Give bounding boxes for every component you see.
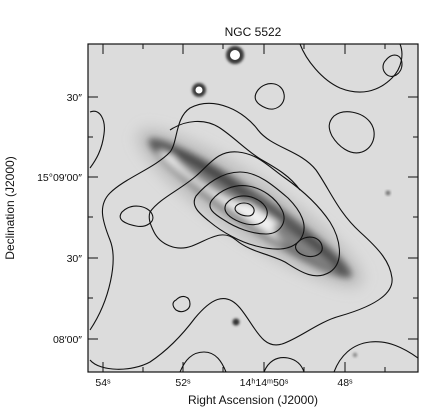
hi-contours [89,44,418,372]
foreground-star [352,352,358,358]
foreground-star [385,190,391,196]
x-tick-label: 52ˢ [175,377,191,389]
x-tick-label: 54ˢ [95,377,111,389]
x-axis-title: Right Ascension (J2000) [188,393,318,407]
figure-title: NGC 5522 [225,25,282,39]
optical-image [89,44,418,372]
foreground-star [232,318,240,326]
foreground-star [226,46,244,64]
y-tick-label: 30″ [67,253,83,265]
axis-ticks [88,44,418,372]
y-axis-title: Declination (J2000) [3,156,17,259]
plot-frame [87,43,419,373]
y-tick-label: 15°09′00″ [37,172,82,184]
y-tick-label: 30″ [67,92,83,104]
foreground-star [192,83,206,97]
x-tick-label: 48ˢ [337,377,353,389]
y-tick-label: 08′00″ [53,334,82,346]
x-tick-label: 14ʰ14ᵐ50ˢ [240,377,289,389]
